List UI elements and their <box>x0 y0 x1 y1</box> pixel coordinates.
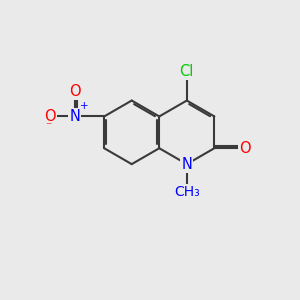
Text: CH₃: CH₃ <box>174 185 200 199</box>
Text: N: N <box>69 109 80 124</box>
Text: +: + <box>80 101 88 111</box>
Text: O: O <box>44 109 56 124</box>
Text: ⁻: ⁻ <box>45 120 52 133</box>
Text: O: O <box>239 141 251 156</box>
Text: O: O <box>69 84 81 99</box>
Text: Cl: Cl <box>180 64 194 79</box>
Text: N: N <box>182 157 192 172</box>
